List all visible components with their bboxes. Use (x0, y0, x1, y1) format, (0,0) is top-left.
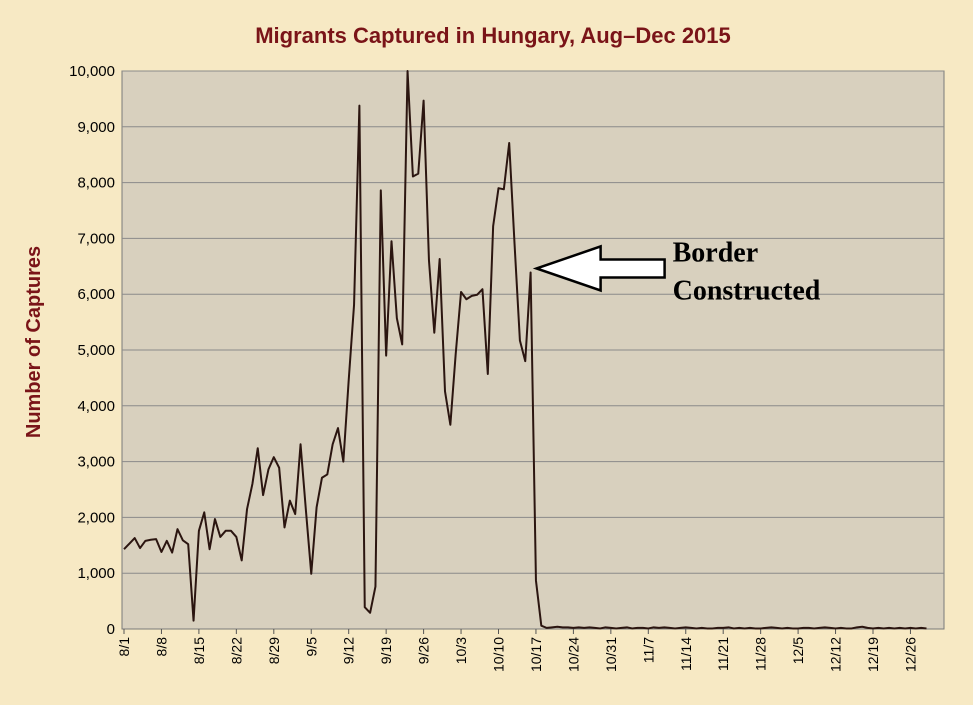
y-axis-label: Number of Captures (23, 246, 45, 438)
y-axis: 0 1,000 2,000 3,000 4,000 5,000 6,000 7,000 8,00… (69, 63, 115, 638)
x-tick-label: 10/31 (603, 637, 619, 672)
y-tick-label: 0 (107, 621, 115, 638)
y-tick-label: 10,000 (69, 63, 115, 80)
x-tick-label: 11/14 (678, 637, 694, 671)
x-tick-label: 12/5 (790, 637, 806, 664)
x-tick-label: 10/10 (491, 637, 507, 672)
y-tick-label: 6,000 (77, 286, 115, 303)
x-tick-label: 11/7 (640, 637, 656, 663)
x-tick-label: 8/15 (191, 637, 207, 664)
y-tick-label: 2,000 (77, 509, 115, 526)
x-tick-label: 10/3 (453, 637, 469, 664)
x-tick-label: 10/17 (528, 637, 544, 672)
x-tick-label: 12/26 (902, 637, 918, 672)
x-tick-label: 9/19 (378, 637, 394, 664)
y-tick-label: 8,000 (77, 175, 115, 192)
x-tick-label: 12/19 (865, 637, 881, 672)
arrow-left-icon (532, 244, 666, 293)
x-tick-label: 9/26 (416, 637, 432, 664)
x-tick-label: 11/21 (715, 637, 731, 671)
x-tick-label: 11/28 (753, 637, 769, 671)
x-tick-label: 12/12 (828, 637, 844, 672)
x-tick-label: 8/1 (116, 637, 132, 657)
y-tick-label: 9,000 (77, 119, 115, 136)
y-tick-label: 4,000 (77, 398, 115, 415)
x-tick-label: 10/24 (565, 637, 581, 672)
y-tick-label: 3,000 (77, 454, 115, 471)
series-line (123, 70, 927, 630)
x-tick-label: 9/12 (341, 637, 357, 664)
y-tick-label: 1,000 (77, 565, 115, 582)
annotation-text-line-2: Constructed (673, 275, 821, 306)
x-axis: 8/1 8/8 8/15 8/22 8/29 9/5 9/12 9/19 9/26 10/3 10/… (116, 629, 918, 672)
annotation-border-constructed: Border Constructed (532, 237, 821, 306)
annotation-text-line-1: Border (673, 237, 759, 268)
y-tick-label: 7,000 (77, 230, 115, 247)
y-tick-label: 5,000 (77, 342, 115, 359)
x-tick-label: 8/8 (153, 637, 169, 657)
x-tick-label: 8/22 (228, 637, 244, 664)
x-tick-label: 9/5 (303, 637, 319, 657)
chart-title: Migrants Captured in Hungary, Aug–Dec 20… (255, 23, 731, 48)
x-tick-label: 8/29 (266, 637, 282, 664)
